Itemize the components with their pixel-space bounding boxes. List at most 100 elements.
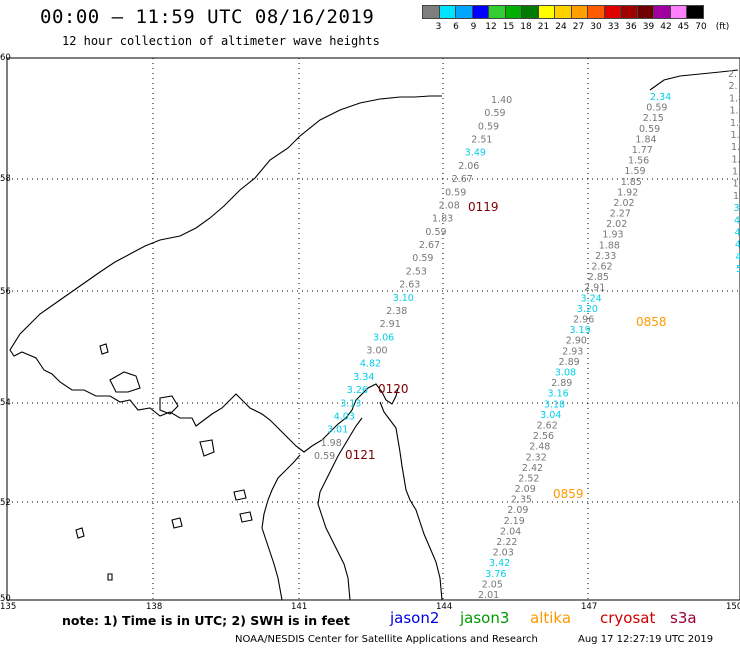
longitude-label: 138: [146, 602, 162, 612]
satellite-name: jason2: [390, 609, 440, 627]
wave-height-label: 2.42: [522, 463, 543, 474]
wave-height-label: 2.35: [511, 495, 532, 506]
note-text: note: 1) Time is in UTC; 2) SWH is in fe…: [62, 613, 350, 628]
wave-height-label: 2.08: [439, 201, 460, 212]
wave-height-label: 2.03: [493, 548, 514, 559]
legend-label: 33: [607, 22, 620, 32]
wave-height-label: 0.59: [484, 108, 505, 119]
legend-label: 15: [502, 22, 515, 32]
wave-height-label: 1.58: [732, 167, 740, 178]
legend-label: 21: [537, 22, 550, 32]
track-b: 2.340.592.150.591.841.771.561.591.851.92…: [478, 92, 671, 601]
wave-height-label: 4.74: [734, 215, 740, 226]
wave-height-label: 4.82: [360, 359, 381, 370]
legend-label: 45: [677, 22, 690, 32]
wave-height-label: 4.: [736, 252, 740, 263]
island-4: [233, 489, 247, 501]
island-9: [171, 517, 183, 529]
wave-height-label: 3.00: [366, 346, 387, 357]
credit-text: NOAA/NESDIS Center for Satellite Applica…: [235, 634, 538, 645]
legend-label: (ft): [715, 22, 730, 32]
satellite-name: jason3: [460, 609, 510, 627]
wave-height-label: 2.01: [478, 590, 499, 601]
wave-height-label: 1.87: [733, 191, 740, 202]
wave-height-label: 2.04: [500, 526, 521, 537]
wave-height-label: 1.59: [733, 179, 740, 190]
wave-height-label: 2.27: [610, 209, 631, 220]
legend-label: 27: [572, 22, 585, 32]
wave-height-label: 2.91: [380, 319, 401, 330]
wave-height-label: 2.62: [537, 421, 558, 432]
island-8: [99, 343, 109, 355]
latitude-label: 52: [0, 498, 11, 508]
wave-height-label: 0.59: [646, 103, 667, 114]
wave-height-label: 3.13: [340, 398, 361, 409]
wave-height-label: 3.42: [489, 558, 510, 569]
track-c: 2.2.1.851.751.401.681.511.251.581.591.87…: [728, 69, 740, 275]
wave-height-label: 4.2: [735, 240, 740, 251]
wave-height-label: 2.06: [458, 161, 479, 172]
wave-height-label: 2.51: [471, 135, 492, 146]
longitude-label: 150: [726, 602, 740, 612]
wave-height-label: 1.25: [732, 154, 740, 165]
island-3: [199, 439, 215, 457]
page-title: 00:00 – 11:59 UTC 08/16/2019: [40, 6, 375, 28]
island-2: [159, 395, 179, 415]
wave-height-label: 0.59: [445, 187, 466, 198]
wave-height-label: 1.92: [617, 187, 638, 198]
wave-height-label: 2.19: [504, 516, 525, 527]
wave-height-label: 2.02: [606, 219, 627, 230]
longitude-label: 141: [291, 602, 307, 612]
wave-height-label: 1.84: [635, 134, 656, 145]
wave-height-label: 2.22: [496, 537, 517, 548]
wave-height-label: 0.59: [412, 253, 433, 264]
coastline-north: [9, 95, 442, 453]
wave-height-label: 2.52: [518, 473, 539, 484]
pass-time-label: 0119: [468, 200, 499, 214]
latitude-label: 60: [0, 53, 11, 63]
wave-height-label: 1.98: [321, 438, 342, 449]
wave-height-label: 0.59: [639, 124, 660, 135]
wave-height-label: 0.59: [478, 121, 499, 132]
pass-time-label: 0858: [636, 315, 667, 329]
wave-height-label: 1.40: [730, 118, 740, 129]
wave-height-label: 2.96: [573, 315, 594, 326]
island-6: [75, 527, 85, 539]
color-legend: [422, 5, 704, 19]
pass-time-label: 0120: [378, 382, 409, 396]
latitude-label: 50: [0, 594, 11, 604]
legend-label: 39: [642, 22, 655, 32]
wave-height-label: 5: [736, 264, 740, 275]
coastline-kamchatka: [649, 69, 739, 91]
wave-height-label: 3.24: [581, 293, 602, 304]
lat-lon-grid: [7, 58, 740, 600]
wave-height-label: 2.: [728, 69, 737, 80]
wave-height-label: 1.51: [731, 142, 740, 153]
wave-height-label: 2.02: [613, 198, 634, 209]
wave-height-label: 2.53: [406, 266, 427, 277]
wave-height-label: 2.62: [591, 262, 612, 273]
wave-height-label: 1.77: [632, 145, 653, 156]
wave-height-label: 1.68: [731, 130, 740, 141]
wave-height-label: 2.: [729, 81, 738, 92]
wave-height-label: 1.93: [602, 230, 623, 241]
legend-label: 9: [470, 22, 477, 32]
wave-height-label: 2.34: [650, 92, 671, 103]
wave-height-label: 2.67: [419, 240, 440, 251]
wave-height-label: 2.38: [386, 306, 407, 317]
wave-height-label: 2.15: [643, 113, 664, 124]
wave-height-label: 0.59: [314, 451, 335, 462]
wave-height-label: 2.05: [482, 579, 503, 590]
wave-height-label: 2.56: [533, 431, 554, 442]
wave-height-label: 3.18: [544, 399, 565, 410]
wave-height-label: 2.85: [588, 272, 609, 283]
pass-time-labels: 0119 0120 0121 0858 0859: [345, 200, 667, 501]
wave-height-label: 4.47: [735, 227, 740, 238]
latitude-label: 58: [0, 174, 11, 184]
sakhalin-coast-west: [317, 417, 363, 601]
wave-height-label: 2.33: [595, 251, 616, 262]
wave-height-label: 2.89: [551, 378, 572, 389]
wave-height-label: 1.40: [491, 95, 512, 106]
legend-label: 36: [625, 22, 637, 32]
